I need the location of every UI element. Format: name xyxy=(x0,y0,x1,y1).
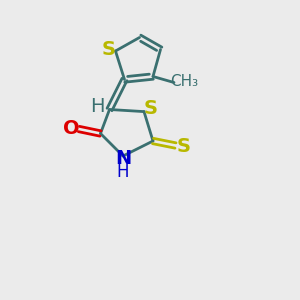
Text: O: O xyxy=(63,119,80,138)
Text: S: S xyxy=(177,136,191,156)
Text: H: H xyxy=(117,163,129,181)
Text: CH₃: CH₃ xyxy=(170,74,199,89)
Text: S: S xyxy=(102,40,116,59)
Text: S: S xyxy=(144,98,158,118)
Text: H: H xyxy=(90,97,104,116)
Text: N: N xyxy=(115,149,131,169)
